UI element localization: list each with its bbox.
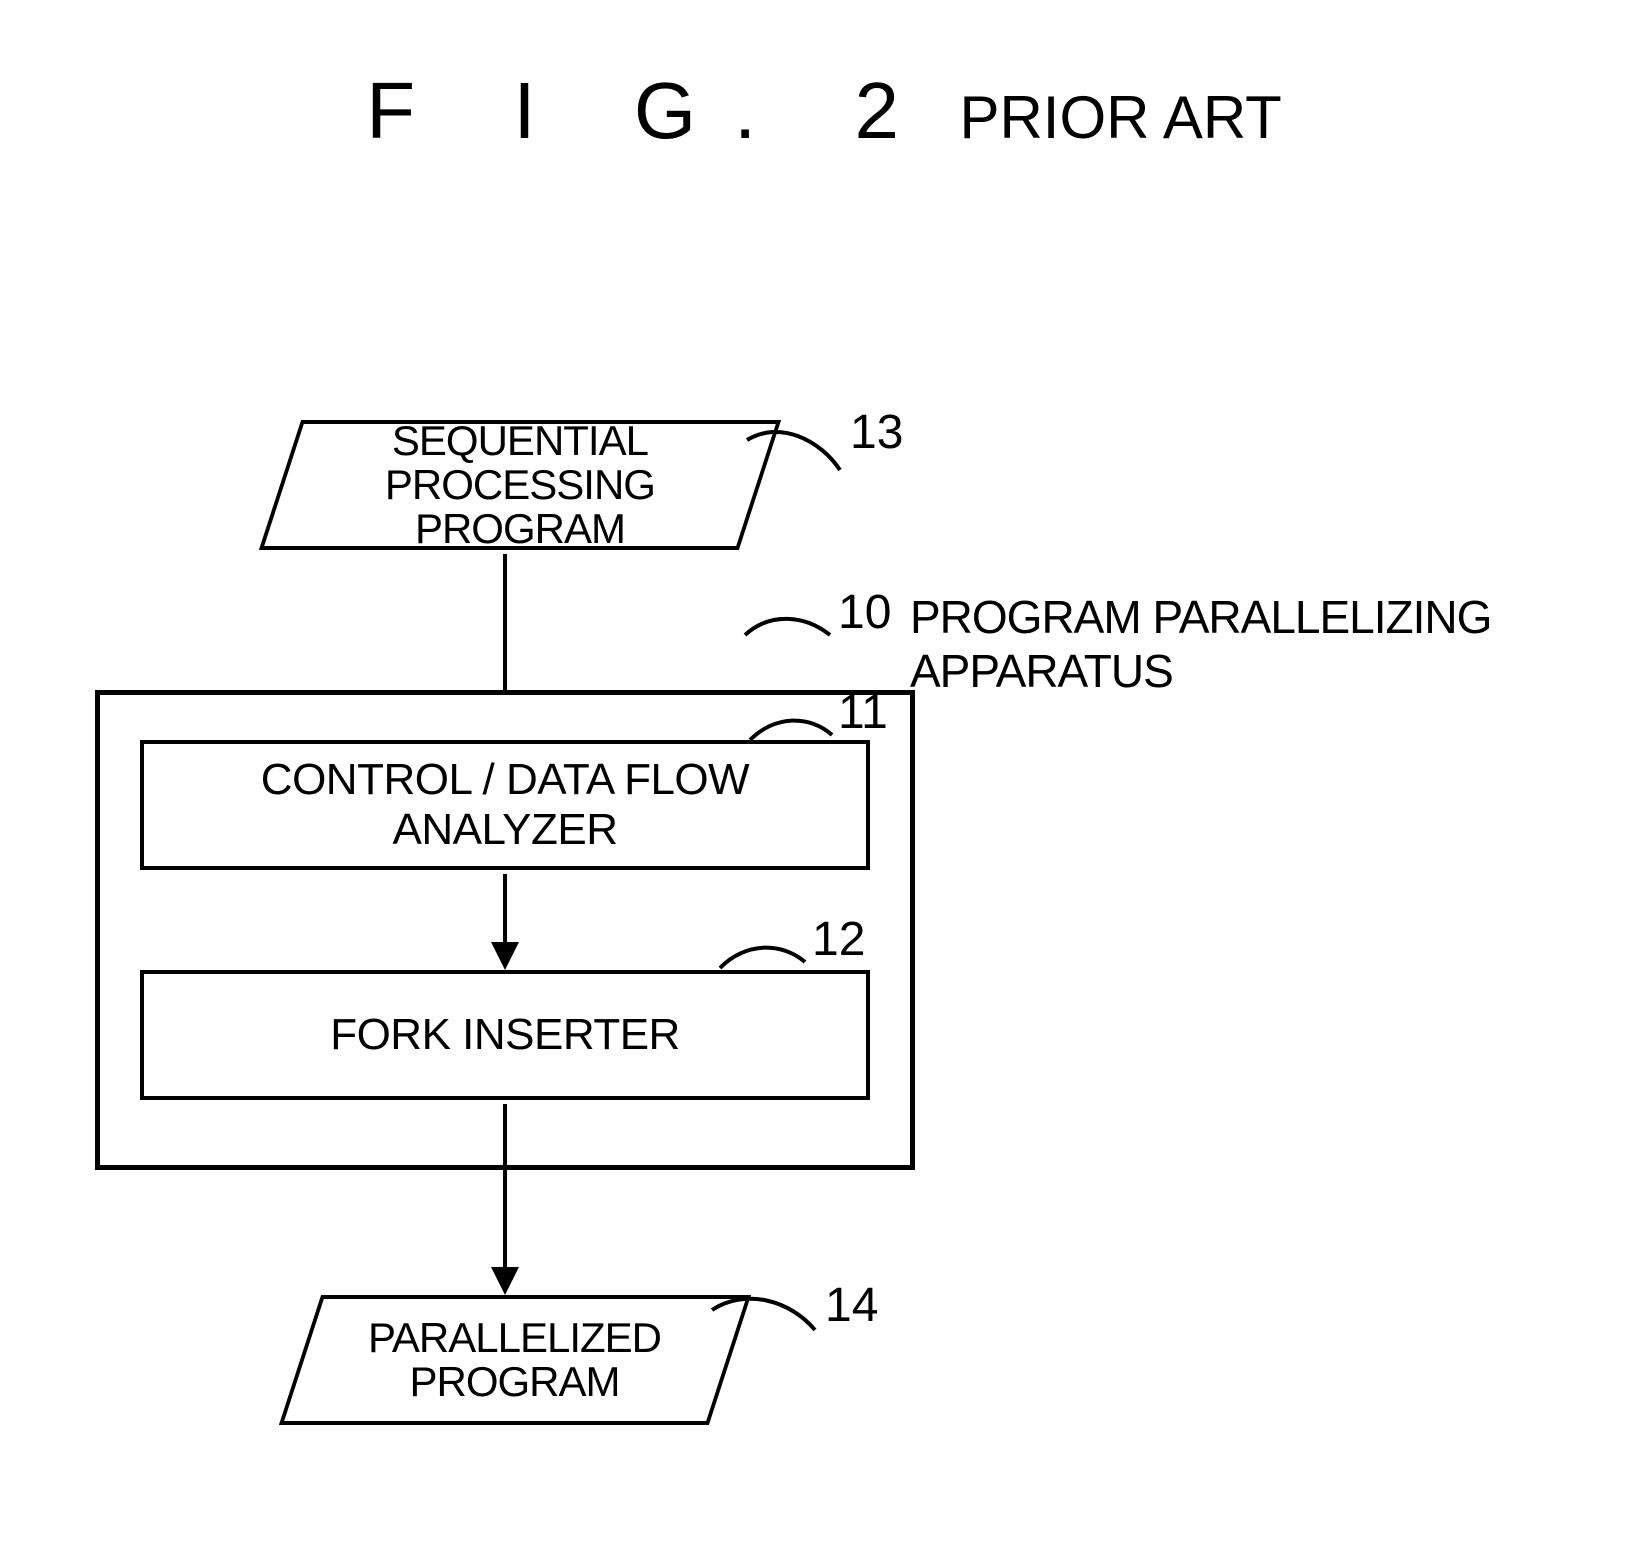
figure-canvas: F I G. 2 PRIOR ART SEQUENTIAL PROCESSING… bbox=[0, 0, 1648, 1560]
ref-14: 14 bbox=[825, 1278, 878, 1333]
leader-14 bbox=[0, 0, 1648, 1560]
